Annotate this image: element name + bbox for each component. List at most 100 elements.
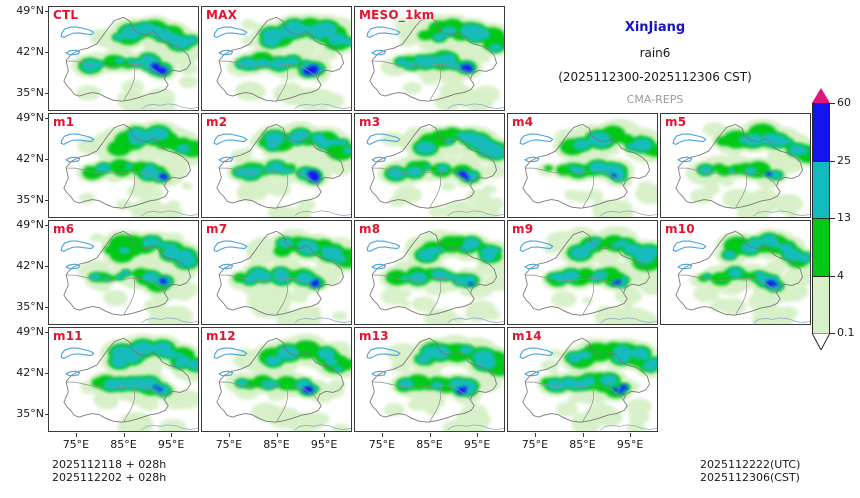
province-outline xyxy=(63,16,192,102)
footer-valid-time-cst: 2025112306(CST) xyxy=(700,471,800,484)
footer-init-time-1: 2025112118 + 028h xyxy=(52,458,167,471)
panel-label: m8 xyxy=(359,222,381,236)
province-outline xyxy=(63,337,192,423)
province-outline xyxy=(216,123,345,209)
x-axis-tick xyxy=(123,433,125,437)
panel-label: m7 xyxy=(206,222,228,236)
y-axis-tick-label: 42°N xyxy=(16,365,44,379)
lake-outline-2 xyxy=(370,49,387,56)
internal-boundary-2 xyxy=(123,64,136,102)
footer-init-time-2: 2025112202 + 028h xyxy=(52,471,167,484)
y-axis-tick xyxy=(45,117,49,119)
x-axis-tick-label: 75°E xyxy=(215,438,243,451)
province-outline xyxy=(675,123,804,209)
colorbar-tick xyxy=(830,333,835,334)
province-outline xyxy=(522,230,651,316)
lake-outline-2 xyxy=(370,370,387,377)
internal-boundary-1 xyxy=(525,381,624,401)
internal-boundary-2 xyxy=(276,278,289,316)
x-axis-tick xyxy=(429,433,431,437)
internal-boundary-1 xyxy=(372,274,471,294)
panel-label: m3 xyxy=(359,115,381,129)
panel-label: m13 xyxy=(359,329,389,343)
map-panel-m14: m14 xyxy=(507,327,658,432)
lake-outline-2 xyxy=(64,156,81,163)
lake-outline-2 xyxy=(523,156,540,163)
colorbar-tick xyxy=(830,103,835,104)
neighbour-border xyxy=(141,103,198,110)
colorbar-divider xyxy=(812,160,830,162)
map-canvas xyxy=(366,14,504,110)
map-canvas xyxy=(213,13,351,110)
x-axis-tick xyxy=(75,433,77,437)
x-axis-tick-label: 85°E xyxy=(110,438,137,451)
province-outline xyxy=(216,230,345,316)
x-axis-tick-label: 85°E xyxy=(569,438,596,451)
map-canvas xyxy=(213,333,351,431)
map-panel-m6: m6 xyxy=(48,220,199,325)
lake-outline-2 xyxy=(676,263,693,270)
neighbour-border xyxy=(141,424,198,431)
internal-boundary-1 xyxy=(219,167,318,187)
internal-boundary-2 xyxy=(276,64,289,102)
panel-label: m14 xyxy=(512,329,542,343)
colorbar-band-2 xyxy=(812,160,830,218)
y-axis-tick-label: 42°N xyxy=(16,258,44,272)
internal-boundary-2 xyxy=(276,385,289,423)
neighbour-border xyxy=(753,317,810,324)
lake-outline-2 xyxy=(676,156,693,163)
map-panel-m3: m3 xyxy=(354,113,505,218)
y-axis-tick-label: 35°N xyxy=(16,192,44,206)
x-axis-tick xyxy=(324,433,326,437)
x-axis-tick-label: 95°E xyxy=(616,438,644,451)
y-axis-tick-label: 49°N xyxy=(16,3,44,17)
colorbar-divider xyxy=(812,218,830,219)
y-axis-tick xyxy=(45,372,49,374)
colorbar-divider xyxy=(812,275,830,277)
internal-boundary-1 xyxy=(66,381,165,401)
panel-label: m2 xyxy=(206,115,228,129)
neighbour-border xyxy=(600,317,657,324)
lake-outline-2 xyxy=(217,156,234,163)
x-axis-tick xyxy=(228,433,230,437)
map-canvas xyxy=(366,229,504,324)
map-canvas xyxy=(519,118,657,217)
internal-boundary-2 xyxy=(582,171,595,209)
y-axis-tick xyxy=(45,199,49,201)
neighbour-border xyxy=(141,317,198,324)
map-panel-m8: m8 xyxy=(354,220,505,325)
map-panel-m9: m9 xyxy=(507,220,658,325)
map-panel-max: MAX xyxy=(201,6,352,111)
lake-outline-1 xyxy=(672,240,707,253)
colorbar-over-arrow xyxy=(812,88,830,103)
map-panel-ctl: CTL xyxy=(48,6,199,111)
internal-boundary-2 xyxy=(582,278,595,316)
map-panel-m5: m5 xyxy=(660,113,811,218)
lake-outline-2 xyxy=(523,370,540,377)
footer-valid-time-utc: 2025112222(UTC) xyxy=(700,458,801,471)
y-axis-tick-label: 49°N xyxy=(16,324,44,338)
neighbour-border xyxy=(600,210,657,217)
map-panel-m4: m4 xyxy=(507,113,658,218)
lake-outline-1 xyxy=(366,347,401,360)
x-axis-tick-label: 75°E xyxy=(521,438,549,451)
y-axis-tick-label: 35°N xyxy=(16,85,44,99)
y-axis-tick xyxy=(45,51,49,53)
lake-outline-2 xyxy=(370,156,387,163)
x-axis-tick xyxy=(171,433,173,437)
y-axis-tick xyxy=(45,92,49,94)
map-panel-m13: m13 xyxy=(354,327,505,432)
province-outline xyxy=(216,16,345,102)
y-axis-tick xyxy=(45,10,49,12)
map-panel-m10: m10 xyxy=(660,220,811,325)
map-panel-meso-1km: MESO_1km xyxy=(354,6,505,111)
colorbar-under-arrow xyxy=(811,332,831,352)
lake-outline-2 xyxy=(217,49,234,56)
map-canvas xyxy=(60,333,198,431)
map-canvas xyxy=(60,229,198,324)
lake-outline-1 xyxy=(366,26,401,39)
lake-outline-1 xyxy=(60,347,95,360)
neighbour-border xyxy=(294,210,351,217)
lake-outline-2 xyxy=(523,263,540,270)
x-axis-tick-label: 95°E xyxy=(157,438,185,451)
